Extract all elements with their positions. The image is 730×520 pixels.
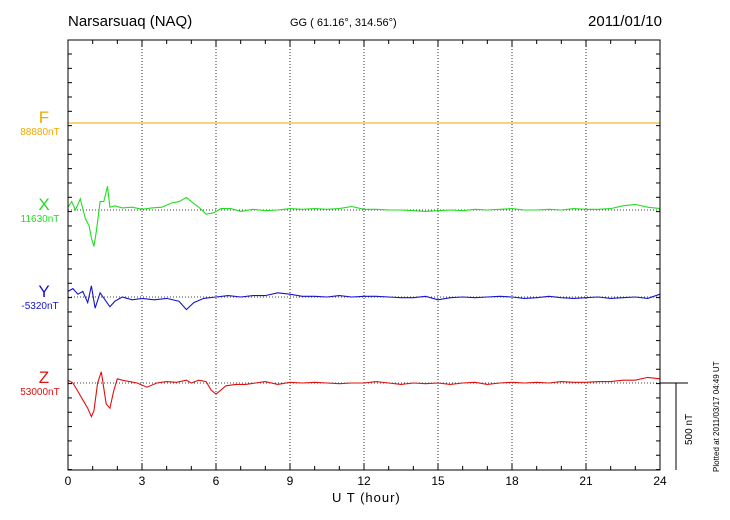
channel-baseline-z: 53000nT — [20, 387, 60, 398]
channel-baseline-x: 11630nT — [20, 214, 60, 225]
axis-ticks — [67, 40, 661, 471]
x-tick-label: 18 — [505, 474, 519, 488]
x-tick-label: 0 — [64, 474, 72, 488]
channel-letter-f: F — [38, 108, 50, 127]
series-y-line — [67, 285, 661, 311]
channel-baseline-y: -5320nT — [21, 301, 59, 312]
x-tick-label: 21 — [579, 474, 593, 488]
series-z-line — [67, 371, 661, 418]
chart-date: 2011/01/10 — [588, 13, 662, 30]
x-tick-label: 12 — [357, 474, 371, 488]
hour-gridlines — [141, 40, 587, 470]
scale-bar — [660, 382, 688, 470]
station-coordinates: GG ( 61.16°, 314.56°) — [290, 17, 397, 29]
x-tick-label: 9 — [286, 474, 294, 488]
series-x-line — [67, 186, 661, 247]
x-tick-label: 6 — [212, 474, 220, 488]
channel-traces — [67, 122, 661, 418]
channel-letter-y: Y — [38, 282, 50, 301]
x-tick-label: 3 — [138, 474, 146, 488]
plotted-timestamp: Plotted at 2011/03/17 04:49 UT — [712, 361, 721, 472]
channel-letter-x: X — [38, 195, 50, 214]
x-tick-label: 15 — [431, 474, 445, 488]
channel-letter-z: Z — [38, 368, 50, 387]
plot-frame — [67, 39, 661, 471]
station-title: Narsarsuaq (NAQ) — [68, 13, 193, 30]
x-axis-label: U T (hour) — [332, 490, 401, 505]
scale-bar-label: 500 nT — [684, 413, 695, 445]
channel-baseline-f: 88880nT — [20, 127, 60, 138]
x-tick-label: 24 — [653, 474, 667, 488]
